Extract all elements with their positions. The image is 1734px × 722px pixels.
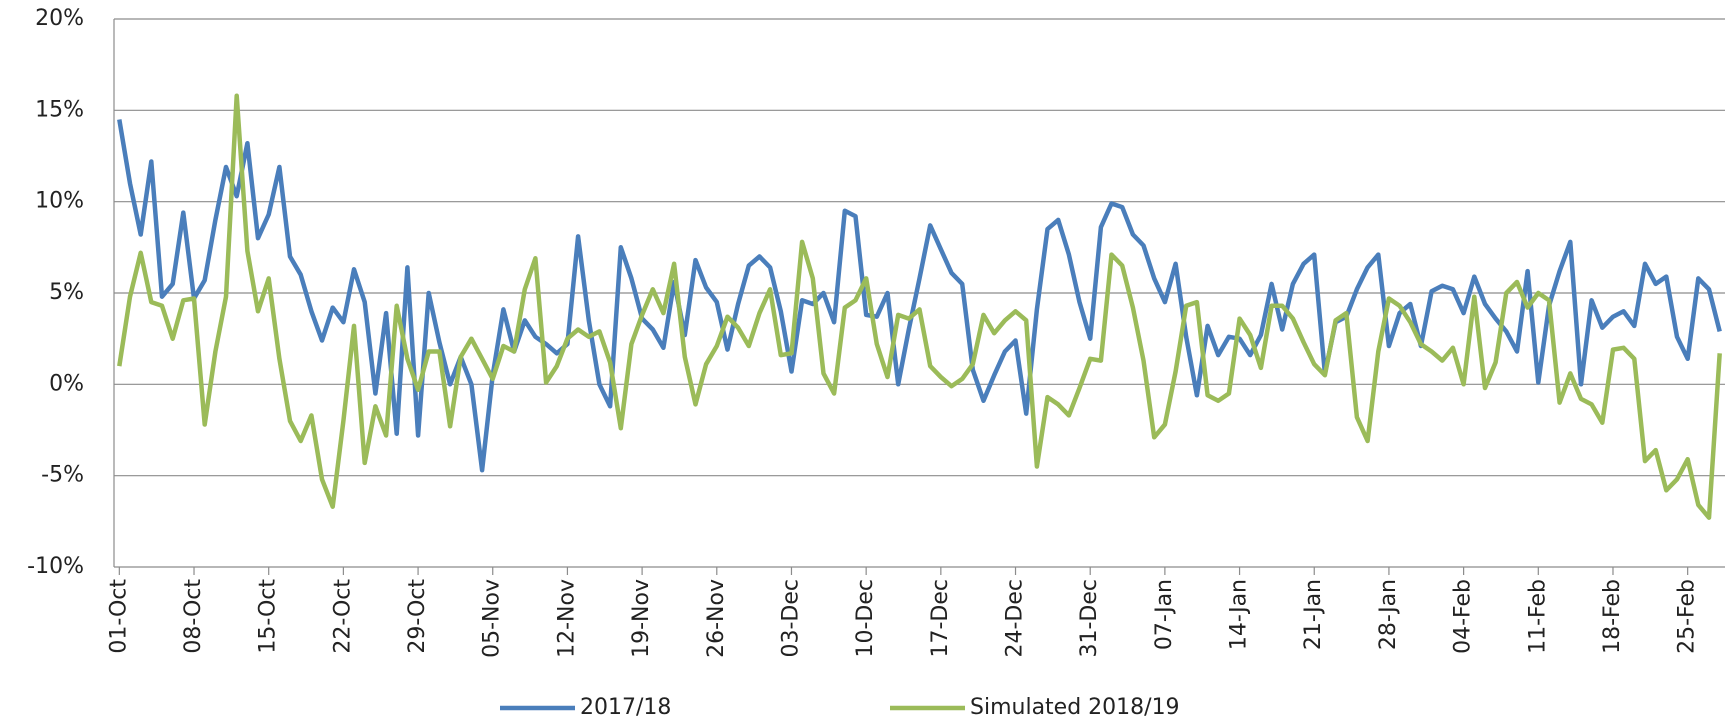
x-tick-label: 17-Dec [928,579,953,658]
x-tick-label: 29-Oct [405,579,430,654]
x-tick-label: 10-Dec [853,579,878,658]
series-line [117,119,1722,473]
x-tick-label: 04-Feb [1451,579,1476,654]
x-tick-label: 18-Feb [1600,579,1625,654]
x-tick-label: 15-Oct [256,579,281,654]
x-tick-label: 05-Nov [480,579,505,658]
x-tick-label: 21-Jan [1301,579,1326,650]
y-tick-label: 5% [49,280,84,305]
y-tick-label: 10% [35,189,84,214]
y-tick-label: -10% [27,554,84,579]
series-line [117,93,1722,520]
x-tick-label: 28-Jan [1376,579,1401,650]
x-tick-label: 07-Jan [1152,579,1177,650]
x-tick-label: 22-Oct [330,579,355,654]
legend-label: 2017/18 [580,695,671,720]
x-tick-label: 11-Feb [1525,579,1550,654]
legend-label: Simulated 2018/19 [970,695,1180,720]
x-tick-label: 03-Dec [778,579,803,658]
y-tick-label: 15% [35,97,84,122]
y-tick-label: 20% [35,6,84,31]
x-tick-label: 24-Dec [1003,579,1028,658]
x-tick-label: 01-Oct [106,579,131,654]
x-tick-label: 19-Nov [629,579,654,658]
x-tick-label: 14-Jan [1227,579,1252,650]
x-tick-label: 08-Oct [181,579,206,654]
x-tick-label: 12-Nov [554,579,579,658]
x-tick-label: 31-Dec [1077,579,1102,658]
x-tick-label: 26-Nov [704,579,729,658]
y-tick-label: 0% [49,371,84,396]
y-tick-label: -5% [41,463,84,488]
x-tick-label: 25-Feb [1675,579,1700,654]
